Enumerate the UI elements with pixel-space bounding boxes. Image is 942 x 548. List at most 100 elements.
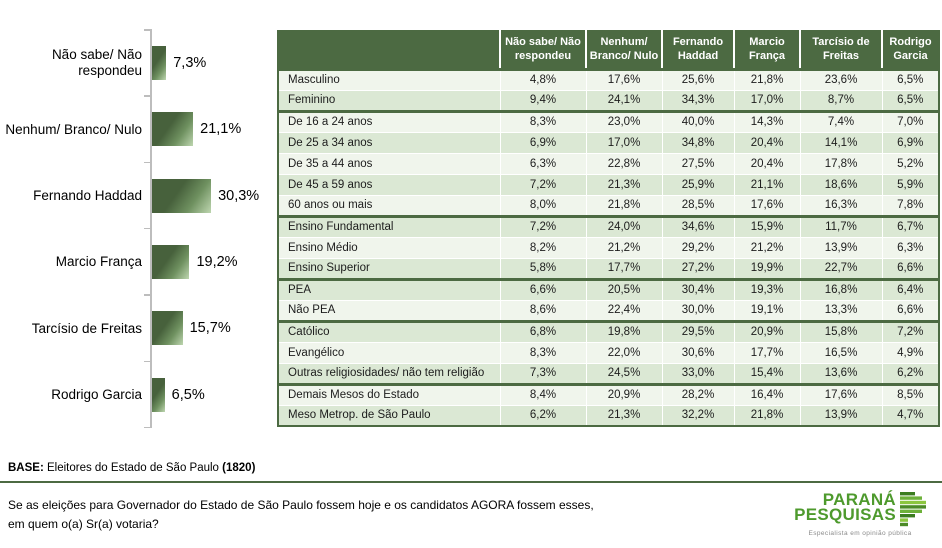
value-cell: 17,6% — [585, 68, 663, 91]
table-column-header: Rodrigo Garcia — [881, 31, 939, 69]
value-cell: 16,3% — [799, 194, 883, 217]
table-group: Masculino 4,8% 17,6% 25,6% 21,8% 23,6% 6,5% Fem… — [277, 68, 940, 112]
value-cell: 23,6% — [799, 68, 883, 91]
value-cell: 25,9% — [661, 173, 735, 196]
chart-category-label: Nenhum/ Branco/ Nulo — [5, 121, 142, 137]
row-label-cell: Não PEA — [277, 299, 501, 322]
table-row: Ensino Fundamental 7,2% 24,0% 34,6% 15,9% 11,… — [277, 215, 940, 238]
value-cell: 21,8% — [585, 194, 663, 217]
chart-value-label: 30,3% — [218, 187, 260, 204]
value-cell: 19,3% — [733, 278, 801, 301]
chart-category-row: Fernando Haddad 30,3% — [2, 161, 274, 229]
value-cell: 19,8% — [585, 320, 663, 343]
chart-bar-track: 19,2% — [144, 227, 274, 296]
chart-category-row: Rodrigo Garcia 6,5% — [2, 360, 274, 428]
row-label-cell: Evangélico — [277, 341, 501, 364]
chart-category-row: Nenhum/ Branco/ Nulo 21,1% — [2, 95, 274, 163]
crosstab-table: Não sabe/ Não respondeu Nenhum/ Branco/ N… — [277, 30, 940, 427]
value-cell: 22,0% — [585, 341, 663, 364]
value-cell: 5,8% — [499, 257, 587, 280]
value-cell: 6,2% — [881, 362, 940, 385]
value-cell: 28,5% — [661, 194, 735, 217]
value-cell: 22,7% — [799, 257, 883, 280]
table-group: Ensino Fundamental 7,2% 24,0% 34,6% 15,9% 11,… — [277, 215, 940, 280]
table-row: Demais Mesos do Estado 8,4% 20,9% 28,2% 16,4… — [277, 383, 940, 406]
value-cell: 34,8% — [661, 131, 735, 154]
table-row: Ensino Médio 8,2% 21,2% 29,2% 21,2% 13,9% 6,3% — [277, 236, 940, 259]
row-label-cell: Outras religiosidades/ não tem religião — [277, 362, 501, 385]
table-column-header: Não sabe/ Não respondeu — [499, 31, 586, 69]
value-cell: 7,2% — [881, 320, 940, 343]
value-cell: 6,7% — [881, 215, 940, 238]
value-cell: 7,4% — [799, 110, 883, 133]
value-cell: 20,4% — [733, 131, 801, 154]
chart-category-row: Tarcísio de Freitas 15,7% — [2, 294, 274, 362]
value-cell: 4,7% — [881, 404, 940, 427]
value-cell: 15,4% — [733, 362, 801, 385]
table-group: PEA 6,6% 20,5% 30,4% 19,3% 16,8% 6,4% Não PEA 8,… — [277, 278, 940, 322]
row-label-cell: Ensino Fundamental — [277, 215, 501, 238]
value-cell: 6,5% — [881, 68, 940, 91]
row-label-cell: PEA — [277, 278, 501, 301]
value-cell: 4,9% — [881, 341, 940, 364]
base-count: (1820) — [222, 462, 256, 474]
value-cell: 17,0% — [585, 131, 663, 154]
value-cell: 21,3% — [585, 404, 663, 427]
value-cell: 7,8% — [881, 194, 940, 217]
chart-category-label: Não sabe/ Não respondeu — [51, 47, 142, 79]
table-column-header: Marcio França — [733, 31, 800, 69]
value-cell: 7,0% — [881, 110, 940, 133]
value-cell: 7,2% — [499, 215, 587, 238]
table-group: Católico 6,8% 19,8% 29,5% 20,9% 15,8% 7,2% Evan… — [277, 320, 940, 385]
chart-category-label: Marcio França — [55, 254, 142, 270]
value-cell: 21,2% — [733, 236, 801, 259]
table-row: Meso Metrop. de São Paulo 6,2% 21,3% 32,2% 2… — [277, 404, 940, 427]
value-cell: 25,6% — [661, 68, 735, 91]
value-cell: 8,3% — [499, 341, 587, 364]
value-cell: 21,1% — [733, 173, 801, 196]
row-label-cell: De 16 a 24 anos — [277, 110, 501, 133]
value-cell: 34,3% — [661, 89, 735, 112]
value-cell: 8,2% — [499, 236, 587, 259]
table-row: De 25 a 34 anos 6,9% 17,0% 34,8% 20,4% 14,1% 6… — [277, 131, 940, 154]
chart-value-label: 21,1% — [200, 121, 242, 138]
chart-bar — [152, 112, 194, 147]
value-cell: 27,5% — [661, 152, 735, 175]
value-cell: 5,2% — [881, 152, 940, 175]
value-cell: 6,2% — [499, 404, 587, 427]
row-label-cell: De 45 a 59 anos — [277, 173, 501, 196]
value-cell: 4,8% — [499, 68, 587, 91]
logo-tagline: Especialista em opinião pública — [808, 530, 912, 537]
value-cell: 15,9% — [733, 215, 801, 238]
value-cell: 6,5% — [881, 89, 940, 112]
row-label-cell: Feminino — [277, 89, 501, 112]
value-cell: 30,0% — [661, 299, 735, 322]
value-cell: 11,7% — [799, 215, 883, 238]
value-cell: 16,5% — [799, 341, 883, 364]
value-cell: 20,9% — [585, 383, 663, 406]
chart-bar — [152, 178, 212, 213]
table-row: Ensino Superior 5,8% 17,7% 27,2% 19,9% 22,7% 6… — [277, 257, 940, 280]
value-cell: 22,8% — [585, 152, 663, 175]
table-row: Feminino 9,4% 24,1% 34,3% 17,0% 8,7% 6,5% — [277, 89, 940, 112]
chart-bar — [152, 311, 183, 346]
value-cell: 6,4% — [881, 278, 940, 301]
value-cell: 8,5% — [881, 383, 940, 406]
value-cell: 17,6% — [733, 194, 801, 217]
value-cell: 18,6% — [799, 173, 883, 196]
chart-value-label: 19,2% — [196, 254, 238, 271]
chart-bar — [152, 46, 167, 81]
value-cell: 30,6% — [661, 341, 735, 364]
row-label-cell: Ensino Médio — [277, 236, 501, 259]
value-cell: 29,5% — [661, 320, 735, 343]
value-cell: 20,4% — [733, 152, 801, 175]
logo-p-icon — [900, 492, 926, 527]
value-cell: 8,0% — [499, 194, 587, 217]
chart-category-label: Rodrigo Garcia — [51, 386, 142, 402]
value-cell: 24,5% — [585, 362, 663, 385]
value-cell: 21,8% — [733, 68, 801, 91]
table-row: Masculino 4,8% 17,6% 25,6% 21,8% 23,6% 6,5% — [277, 68, 940, 91]
table-group: Demais Mesos do Estado 8,4% 20,9% 28,2% 16,4… — [277, 383, 940, 427]
row-label-cell: Demais Mesos do Estado — [277, 383, 501, 406]
chart-bar — [152, 377, 165, 412]
